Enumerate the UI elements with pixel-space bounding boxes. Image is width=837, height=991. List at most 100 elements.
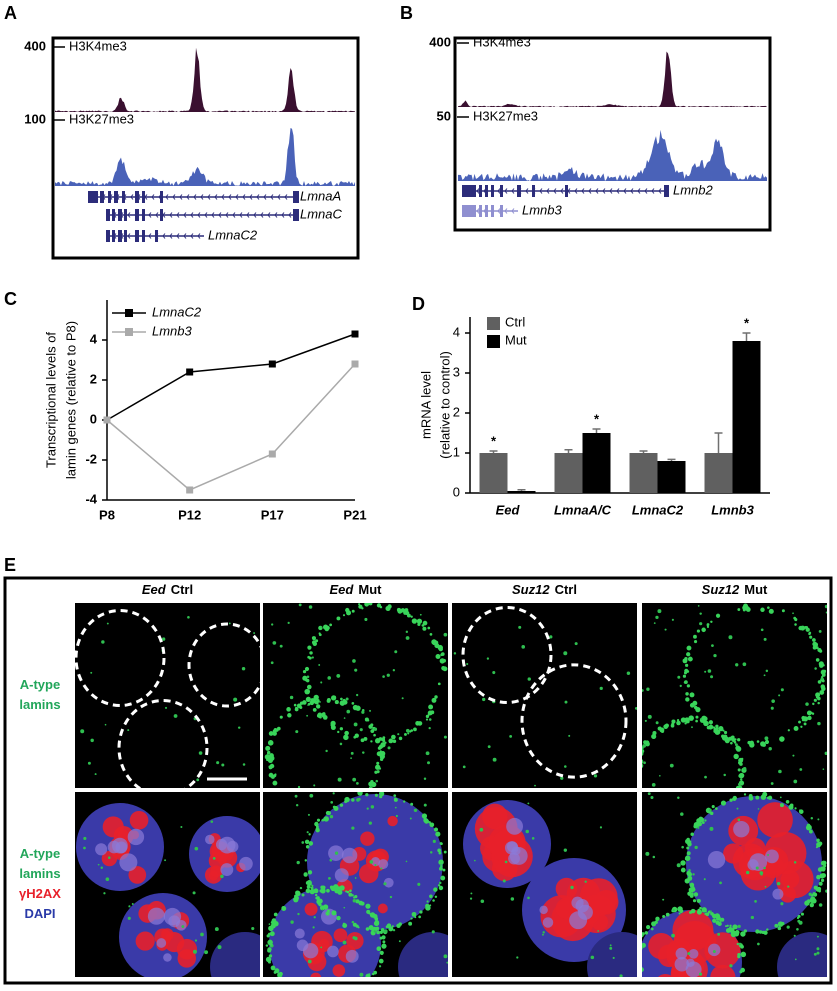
header-gene: Eed xyxy=(142,582,167,597)
lamin-speck xyxy=(345,697,349,701)
lamin-speck xyxy=(352,659,356,663)
lamin-speck xyxy=(671,933,675,938)
gene-exon xyxy=(500,205,503,217)
gene-strand-arrow xyxy=(186,194,190,200)
lamin-signal xyxy=(716,914,720,918)
lamin-speck xyxy=(738,942,742,946)
lamin-signal xyxy=(812,645,817,650)
lamin-speck xyxy=(786,925,790,929)
lamin-signal xyxy=(440,653,444,657)
lamin-speck xyxy=(342,940,347,945)
gene-strand-arrow xyxy=(260,212,264,218)
lamin-signal xyxy=(737,738,741,742)
dapi-spot xyxy=(378,859,389,870)
lamin-signal xyxy=(431,697,437,703)
lamin-speck xyxy=(768,747,772,751)
lamin-signal xyxy=(269,931,275,937)
lamin-speck xyxy=(438,881,442,885)
lamin-signal xyxy=(655,916,660,922)
image-background xyxy=(452,603,637,788)
lamin-speck xyxy=(564,765,567,768)
lamin-speck xyxy=(318,664,321,666)
lamin-signal xyxy=(816,874,821,880)
lamin-signal xyxy=(354,733,359,738)
lamin-signal xyxy=(685,692,689,696)
legend-swatch xyxy=(487,335,500,348)
lamin-speck xyxy=(509,734,513,738)
lamin-signal xyxy=(684,722,687,725)
lamin-speck xyxy=(541,933,544,936)
dapi-nucleus xyxy=(777,932,827,977)
signal-track xyxy=(55,47,355,112)
dapi-spot xyxy=(218,836,236,854)
lamin-signal xyxy=(671,719,676,724)
lamin-speck xyxy=(746,870,750,875)
lamin-signal xyxy=(319,715,322,719)
lamin-signal xyxy=(693,892,699,897)
lamin-speck xyxy=(427,761,431,765)
lamin-signal xyxy=(686,837,690,842)
lamin-speck xyxy=(634,706,637,710)
dapi-spot xyxy=(688,948,699,959)
lamin-signal xyxy=(686,670,690,673)
lamin-speck xyxy=(380,867,383,870)
h2ax-focus xyxy=(360,831,375,846)
lamin-signal xyxy=(398,922,402,926)
lamin-signal xyxy=(270,965,276,971)
lamin-signal xyxy=(373,920,380,927)
gene-strand-arrow xyxy=(281,212,285,218)
lamin-signal xyxy=(278,971,283,976)
lamin-signal xyxy=(380,928,385,932)
lamin-speck xyxy=(104,723,107,726)
lamin-speck xyxy=(94,773,97,776)
lamin-speck xyxy=(287,621,290,625)
lamin-signal xyxy=(267,740,274,746)
column-header: Suz12 Mut xyxy=(702,582,768,597)
lamin-speck xyxy=(599,826,603,829)
series-line xyxy=(106,333,356,421)
gene-strand-arrow xyxy=(560,188,564,194)
point-marker xyxy=(351,360,359,368)
lamin-signal xyxy=(316,699,320,703)
lamin-speck xyxy=(423,803,427,807)
lamin-signal xyxy=(376,603,382,608)
lamin-speck xyxy=(306,714,309,717)
gene-exon xyxy=(293,191,299,203)
lamin-speck xyxy=(676,863,681,868)
lamin-signal xyxy=(321,819,324,822)
lamin-speck xyxy=(776,881,781,886)
lamin-signal xyxy=(639,971,642,974)
lamin-signal xyxy=(677,906,683,912)
lamin-signal xyxy=(380,742,386,748)
lamin-signal xyxy=(309,651,313,655)
nucleus-outline xyxy=(117,698,209,788)
lamin-speck xyxy=(653,622,656,625)
lamin-speck xyxy=(299,886,303,890)
gene-exon xyxy=(160,191,163,203)
lamin-signal xyxy=(429,822,435,828)
lamin-signal xyxy=(392,739,397,743)
lamin-speck xyxy=(510,897,515,901)
h2ax-focus xyxy=(304,902,318,916)
lamin-signal xyxy=(348,892,353,897)
lamin-speck xyxy=(328,876,331,880)
lamin-signal xyxy=(418,915,421,919)
lamin-speck xyxy=(200,932,204,937)
bar xyxy=(657,461,686,493)
lamin-signal xyxy=(416,618,423,624)
micrograph-content xyxy=(639,792,827,977)
lamin-signal xyxy=(368,786,373,788)
lamin-signal xyxy=(687,875,693,881)
lamin-signal xyxy=(411,618,418,624)
lamin-signal xyxy=(437,644,443,651)
lamin-speck xyxy=(737,818,741,822)
lamin-speck xyxy=(599,686,603,691)
lamin-speck xyxy=(307,704,309,706)
lamin-signal xyxy=(307,645,312,650)
row-label: lamins xyxy=(19,697,60,712)
lamin-signal xyxy=(725,928,731,933)
lamin-speck xyxy=(704,775,707,779)
lamin-signal xyxy=(410,802,414,806)
error-bar xyxy=(667,458,676,461)
lamin-signal xyxy=(794,807,797,810)
